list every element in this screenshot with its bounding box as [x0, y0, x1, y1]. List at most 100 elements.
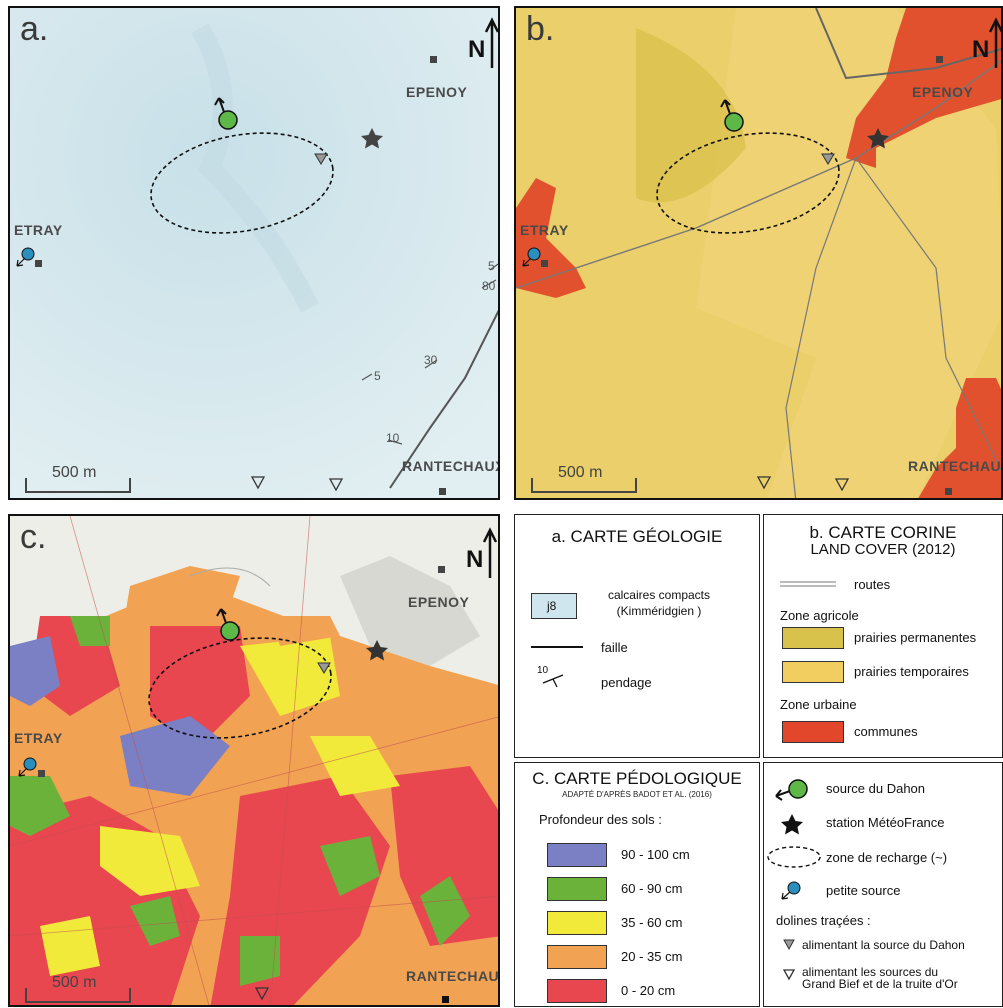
dip-label: 5	[488, 259, 495, 273]
dip-label: 80	[482, 279, 496, 293]
legend-geology: a. CARTE GÉOLOGIE j8 calcaires compacts …	[514, 514, 760, 758]
doline-other-label-2: Grand Bief et de la truite d'Or	[802, 977, 958, 991]
doline-dahon-icon	[783, 939, 795, 951]
soil-class-label: 60 - 90 cm	[621, 881, 683, 896]
north-label: N	[466, 546, 484, 573]
doline-other-label-1: alimentant les sources du	[802, 965, 939, 979]
scale-label: 500 m	[52, 974, 97, 991]
etray-marker	[35, 260, 42, 267]
legend-landcover-title-2: LAND COVER (2012)	[810, 541, 956, 558]
soil-class-label: 90 - 100 cm	[621, 847, 690, 862]
place-etray: ETRAY	[14, 730, 63, 746]
north-label: N	[972, 36, 990, 63]
scale-label: 500 m	[558, 464, 603, 481]
epenoy-marker	[438, 566, 445, 573]
landcover-map-canvas	[516, 8, 1001, 498]
north-label: N	[468, 36, 486, 63]
soil-depth-label: Profondeur des sols :	[539, 812, 662, 827]
meteo-station-icon	[867, 128, 889, 149]
dahon-source-icon	[220, 621, 240, 641]
legend-geology-symbols	[531, 646, 583, 688]
map-panel-soil: c. EPENOY ETRAY RANTECHAUX N 500 m	[8, 514, 500, 1007]
meteo-station-icon	[781, 814, 803, 835]
doline-other-icon	[328, 478, 344, 492]
legend-soil-title: C. CARTE PÉDOLOGIQUE	[532, 769, 742, 788]
soil-swatch-90-100	[547, 843, 607, 867]
soil-swatch-20-35	[547, 945, 607, 969]
j8-code: j8	[547, 599, 557, 613]
dolines-label: dolines traçées :	[776, 913, 871, 928]
place-epenoy: EPENOY	[406, 84, 468, 100]
legend-soil-subtitle: ADAPTÉ D'APRÈS BADOT ET AL. (2016)	[562, 790, 712, 799]
j8-swatch	[531, 593, 577, 619]
commune-area	[516, 178, 586, 298]
agri-zone-label: Zone agricole	[780, 608, 859, 623]
map-panel-geology: a. EPENOY ETRAY RANTECHAUX N 500 m 5 80 …	[8, 6, 500, 500]
place-rantechaux: RANTECHAUX	[406, 968, 500, 984]
legend-landcover: b. CARTE CORINE LAND COVER (2012) routes…	[763, 514, 1003, 758]
dip-symbol-value: 10	[537, 665, 549, 676]
epenoy-marker	[936, 56, 943, 63]
panel-letter-a: a.	[20, 10, 49, 48]
dip-label: pendage	[601, 675, 652, 690]
place-epenoy: EPENOY	[912, 84, 974, 100]
place-rantechaux: RANTECHAUX	[402, 458, 500, 474]
doline-dahon-icon	[314, 153, 328, 165]
communes-swatch	[782, 721, 844, 743]
small-source-icon	[527, 247, 541, 261]
dip-symbol	[542, 674, 564, 688]
rantechaux-marker	[442, 996, 449, 1003]
fault-label: faille	[601, 640, 628, 655]
dip-label: 5	[374, 369, 381, 383]
soil-class-label: 20 - 35 cm	[621, 949, 683, 964]
north-arrow-icon	[484, 17, 498, 68]
dahon-label: source du Dahon	[826, 781, 926, 796]
soil-swatch-0-20	[547, 979, 607, 1003]
scale-bar	[25, 988, 131, 1003]
road	[785, 157, 857, 498]
recharge-label: zone de recharge (~)	[826, 850, 948, 865]
meteo-station-icon	[361, 128, 383, 149]
legend-landcover-title-1: b. CARTE CORINE	[809, 523, 957, 542]
temporary-label: prairies temporaires	[854, 664, 969, 679]
doline-other-icon	[834, 478, 850, 492]
doline-dahon-icon	[317, 662, 331, 674]
etray-marker	[38, 770, 45, 777]
north-arrow-icon	[482, 527, 498, 578]
j8-label: calcaires compacts (Kimméridgien )	[607, 588, 711, 618]
small-source-label: petite source	[826, 883, 901, 898]
recharge-zone-icon	[767, 846, 821, 868]
doline-dahon-label: alimentant la source du Dahon	[802, 938, 965, 952]
dahon-source-icon	[724, 112, 744, 132]
fault-line	[389, 309, 498, 489]
place-etray: ETRAY	[14, 222, 63, 238]
small-source-icon	[21, 247, 35, 261]
place-etray: ETRAY	[520, 222, 569, 238]
temporary-swatch	[782, 661, 844, 683]
small-source-icon	[23, 757, 37, 771]
map-panel-landcover: b. EPENOY ETRAY RANTECHAUX N 500 m	[514, 6, 1003, 500]
recharge-zone-outline	[148, 637, 332, 739]
rantechaux-marker	[439, 488, 446, 495]
epenoy-marker	[430, 56, 437, 63]
legend-geology-title: a. CARTE GÉOLOGIE	[551, 527, 723, 546]
road	[815, 8, 1001, 80]
soil-swatch-35-60	[547, 911, 607, 935]
permanent-label: prairies permanentes	[854, 630, 977, 645]
doline-other-icon	[756, 476, 772, 490]
recharge-zone-outline	[150, 132, 334, 234]
legend-symbols: source du Dahon station MétéoFrance zone…	[763, 762, 1003, 1007]
soil-class-label: 35 - 60 cm	[621, 915, 683, 930]
geology-map-canvas	[10, 8, 498, 498]
legend-soil: C. CARTE PÉDOLOGIQUE ADAPTÉ D'APRÈS BADO…	[514, 762, 760, 1007]
meteo-label: station MétéoFrance	[826, 815, 945, 830]
north-arrow-icon	[988, 17, 1001, 68]
urban-zone-label: Zone urbaine	[780, 697, 857, 712]
dahon-source-icon	[788, 779, 808, 799]
doline-dahon-icon	[821, 153, 835, 165]
panel-letter-c: c.	[20, 518, 47, 556]
soil-class-label: 0 - 20 cm	[621, 983, 676, 998]
soil-map-canvas	[10, 516, 498, 1005]
doline-other-icon	[782, 969, 796, 981]
communes-label: communes	[854, 724, 918, 739]
